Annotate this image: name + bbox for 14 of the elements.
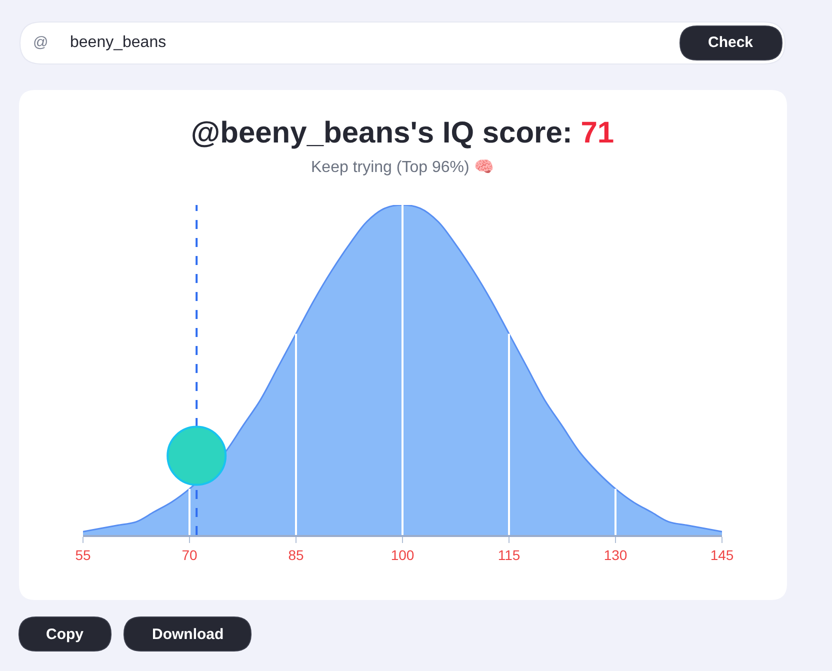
x-tick-label: 100 [390, 546, 414, 563]
text: beeny_beans [70, 34, 166, 51]
text: @ [33, 34, 48, 51]
x-tick-label: 55 [75, 546, 91, 563]
text: Check [708, 34, 754, 51]
x-tick-label: 70 [182, 546, 198, 563]
x-tick-label: 85 [288, 546, 304, 563]
x-tick-label: 115 [498, 546, 520, 563]
text: Copy [46, 626, 84, 643]
text: Download [152, 626, 224, 643]
x-tick-label: 145 [710, 546, 734, 563]
chart-title: @beeny_beans's IQ score: 71 [190, 116, 614, 150]
x-tick-label: 130 [604, 546, 628, 563]
chart-subtitle: Keep trying (Top 96%) 🧠 [311, 158, 494, 176]
